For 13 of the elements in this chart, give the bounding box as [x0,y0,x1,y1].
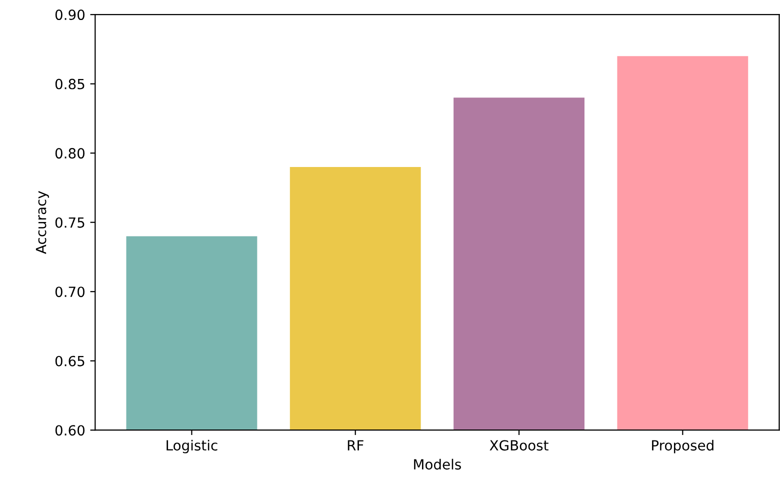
y-tick-label: 0.75 [55,217,84,228]
y-tick-label: 0.85 [55,78,84,90]
x-tick-label: RF [348,440,364,450]
x-axis-title: Models [414,458,461,470]
x-tick-label: XGBoost [490,440,548,451]
y-tick-label: 0.65 [55,356,84,366]
x-tick-label: Logistic [166,440,218,454]
y-axis-title: Accuracy [36,191,49,254]
x-tick-label: Proposed [652,440,714,454]
y-tick-label: 0.80 [55,148,85,159]
y-tick-label: 0.60 [55,425,85,436]
y-tick-label: 0.70 [55,286,85,298]
y-tick-label: 0.90 [55,10,85,20]
